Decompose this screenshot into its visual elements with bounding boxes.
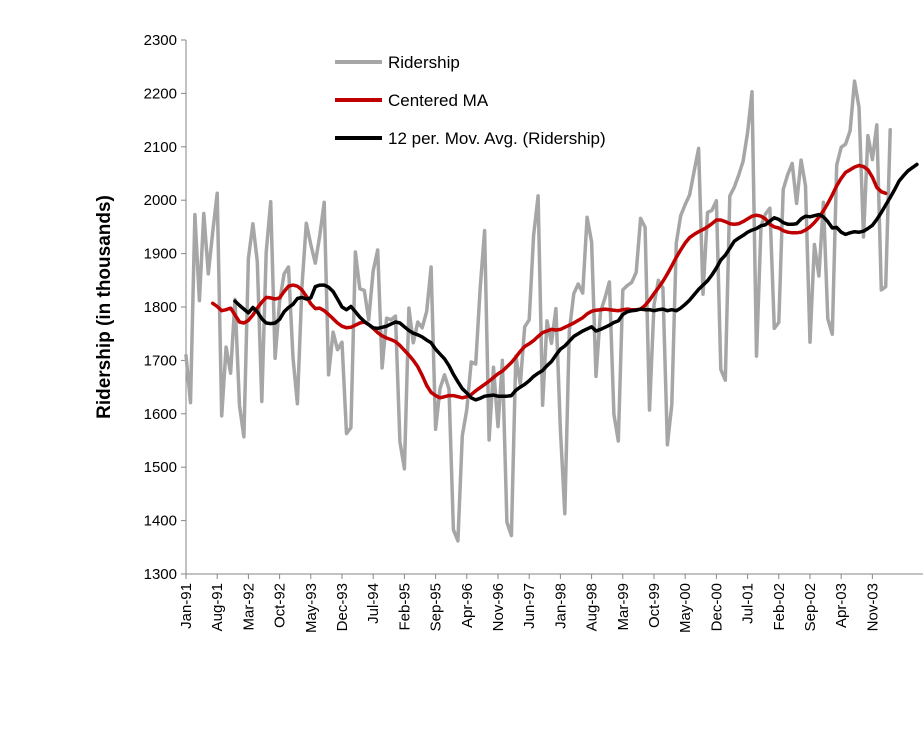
- legend-label-centered-ma: Centered MA: [388, 91, 489, 110]
- y-tick-label: 2300: [144, 32, 177, 49]
- x-tick-label: Jul-01: [740, 583, 757, 624]
- series-line-ridership: [184, 79, 892, 543]
- x-tick-label: Feb-02: [771, 583, 788, 631]
- x-tick-label: Jun-97: [521, 583, 538, 629]
- y-tick-label: 2100: [144, 139, 177, 156]
- y-axis-title: Ridership (in thousands): [94, 195, 115, 419]
- x-tick-label: Jul-94: [365, 583, 382, 624]
- x-tick-label: Sep-95: [428, 583, 445, 631]
- x-axis-ticks: Jan-91 Aug-91 Mar-92 Oct-92 May-93 Dec-93 Jul-…: [178, 574, 881, 633]
- legend-item-moving-average: 12 per. Mov. Avg. (Ridership): [335, 129, 606, 148]
- x-tick-label: Aug-98: [584, 583, 601, 631]
- series-line-centered-ma: [210, 163, 888, 400]
- y-tick-label: 2200: [144, 85, 177, 102]
- legend-label-moving-average: 12 per. Mov. Avg. (Ridership): [388, 129, 606, 148]
- plot-area: 1300 1400 1500 1600 1700 1800 1900 2000 2100 2200…: [144, 32, 923, 633]
- x-tick-label: Oct-92: [272, 583, 289, 628]
- y-tick-label: 2000: [144, 192, 177, 209]
- y-tick-label: 1800: [144, 299, 177, 316]
- y-tick-label: 1500: [144, 459, 177, 476]
- y-tick-label: 1300: [144, 566, 177, 583]
- x-tick-label: Nov-03: [864, 583, 881, 631]
- y-axis-ticks: 1300 1400 1500 1600 1700 1800 1900 2000 2100 2200…: [144, 32, 186, 583]
- x-tick-label: Mar-99: [615, 583, 632, 631]
- series-line-moving-average: [233, 162, 919, 402]
- y-tick-label: 1400: [144, 513, 177, 530]
- legend: Ridership Centered MA 12 per. Mov. Avg. …: [335, 53, 606, 148]
- x-tick-label: Nov-96: [490, 583, 507, 631]
- legend-item-ridership: Ridership: [335, 53, 460, 72]
- x-tick-label: Apr-96: [459, 583, 476, 628]
- x-tick-label: Feb-95: [396, 583, 413, 631]
- x-tick-label: Dec-93: [334, 583, 351, 631]
- y-tick-label: 1700: [144, 352, 177, 369]
- x-tick-label: Dec-00: [708, 583, 725, 631]
- x-tick-label: Jan-98: [552, 583, 569, 629]
- series-layer: [184, 79, 919, 543]
- x-tick-label: Apr-03: [833, 583, 850, 628]
- x-tick-label: Oct-99: [646, 583, 663, 628]
- y-tick-label: 1900: [144, 246, 177, 263]
- x-tick-label: Mar-92: [240, 583, 257, 631]
- legend-item-centered-ma: Centered MA: [335, 91, 489, 110]
- x-tick-label: Aug-91: [209, 583, 226, 631]
- x-tick-label: Sep-02: [802, 583, 819, 631]
- y-tick-label: 1600: [144, 406, 177, 423]
- x-tick-label: May-93: [303, 583, 320, 633]
- legend-label-ridership: Ridership: [388, 53, 460, 72]
- x-tick-label: Jan-91: [178, 583, 195, 629]
- x-tick-label: May-00: [677, 583, 694, 633]
